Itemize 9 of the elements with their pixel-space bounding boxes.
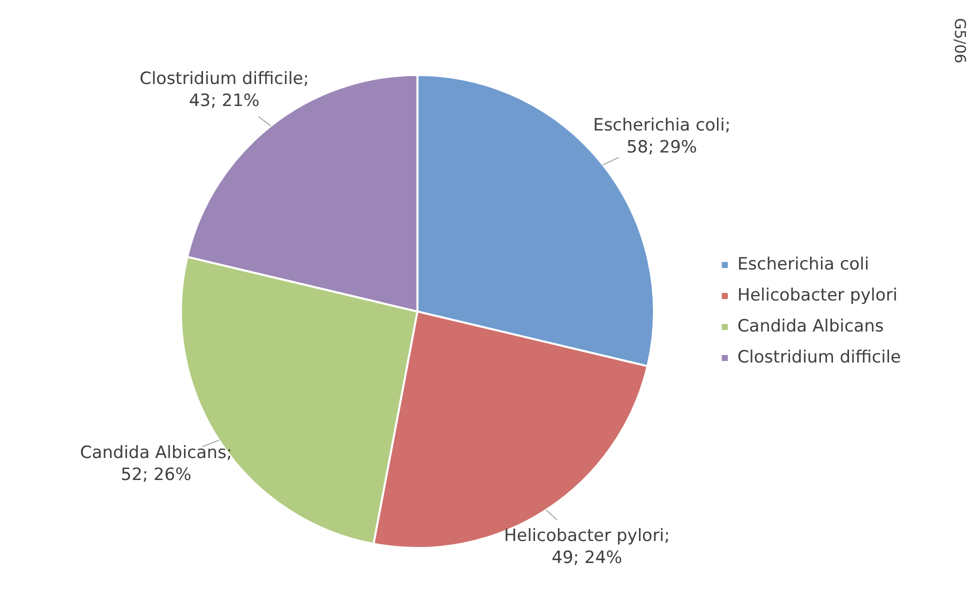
data-label: Escherichia coli; 58; 29% [593, 115, 731, 158]
data-label: Helicobacter pylori; 49; 24% [504, 526, 670, 568]
legend-label: Clostridium difficile [737, 347, 902, 368]
legend-label: Escherichia coli [737, 254, 870, 274]
data-label: Clostridium difficile; 43; 21% [140, 69, 309, 112]
legend-label: Helicobacter pylori [737, 285, 898, 306]
data-label: Candida Albicans; 52; 26% [80, 443, 232, 486]
text: G5/06 [951, 18, 970, 64]
legend-label: Candida Albicans [737, 316, 884, 336]
